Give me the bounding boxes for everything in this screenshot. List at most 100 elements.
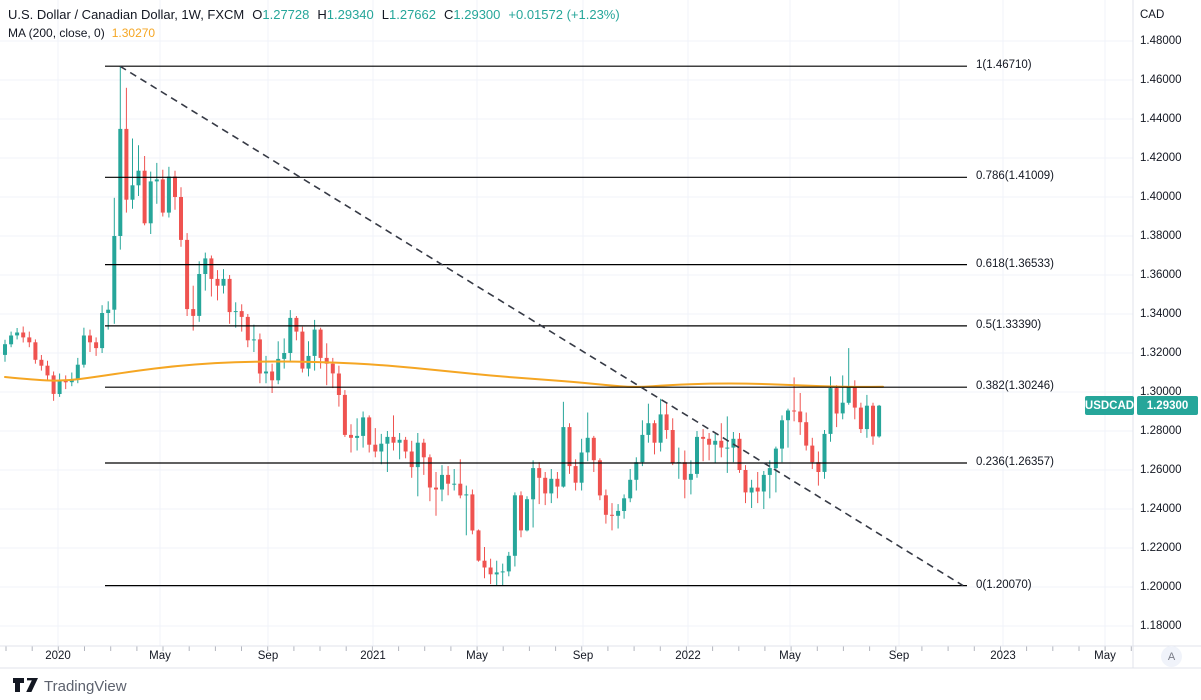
candle [470, 489, 475, 535]
candle [792, 377, 797, 422]
candle [203, 252, 208, 291]
time-label-month: May [779, 650, 801, 662]
candle [81, 327, 86, 368]
time-label-year: 2022 [675, 650, 701, 662]
price-tick-label: 1.18000 [1140, 620, 1182, 632]
candle [537, 462, 542, 505]
price-tick-label: 1.26000 [1140, 464, 1182, 476]
time-label-month: May [466, 650, 488, 662]
candle [154, 162, 159, 204]
tradingview-logo-icon[interactable] [13, 677, 39, 695]
candle [780, 415, 784, 463]
candle [440, 465, 444, 502]
candle [858, 402, 863, 433]
price-tick-label: 1.38000 [1140, 230, 1182, 242]
candle [488, 558, 493, 585]
tradingview-brand-text[interactable]: TradingView [44, 678, 127, 695]
candle [707, 433, 712, 461]
candle [245, 314, 250, 348]
candle [525, 496, 529, 532]
candle [239, 304, 244, 332]
month-ticks [5, 646, 1132, 651]
candle [51, 371, 56, 401]
candle [9, 331, 14, 348]
candle [652, 420, 657, 455]
candle [731, 432, 736, 463]
candle [173, 170, 177, 210]
close-value: 1.29300 [453, 7, 501, 22]
time-label-year: 2021 [360, 650, 386, 662]
ma200-line[interactable] [4, 360, 884, 388]
candle [682, 450, 687, 499]
candle [640, 420, 645, 467]
time-label-month: May [149, 650, 171, 662]
price-tick-label: 1.36000 [1140, 269, 1182, 281]
time-label-month: Sep [257, 650, 279, 662]
candle [573, 459, 578, 491]
candle [446, 466, 451, 496]
candles-layer [3, 66, 882, 586]
candle [197, 261, 202, 322]
price-tick-label: 1.34000 [1140, 308, 1182, 320]
candle [840, 375, 845, 420]
candle [670, 418, 675, 466]
candle [877, 404, 882, 438]
price-tick-label: 1.32000 [1140, 347, 1182, 359]
candle [415, 433, 420, 497]
candle [427, 454, 432, 502]
candle [622, 494, 627, 519]
candle [403, 436, 408, 459]
candle [57, 373, 62, 397]
candle [512, 492, 517, 567]
ma-value: 1.30270 [111, 26, 156, 40]
candle [391, 415, 396, 451]
symbol-title: U.S. Dollar / Canadian Dollar, 1W, FXCM [8, 7, 245, 22]
chart-legend[interactable]: U.S. Dollar / Canadian Dollar, 1W, FXCM O… [8, 6, 620, 23]
candle [816, 451, 821, 486]
candle [494, 560, 499, 586]
candle [379, 433, 384, 465]
symbol-badge-text: USDCAD [1084, 399, 1135, 412]
candle [834, 385, 839, 428]
candle [846, 348, 851, 405]
symbol-badge[interactable]: USDCAD [1084, 396, 1135, 416]
candle [227, 275, 232, 324]
price-tick-label: 1.44000 [1140, 113, 1182, 125]
candle [264, 355, 268, 384]
candle [148, 171, 153, 234]
close-label: C [444, 7, 454, 22]
candle [367, 415, 372, 453]
candle [209, 255, 214, 297]
ma-legend[interactable]: MA (200, close, 0) 1.30270 [8, 25, 155, 41]
candle [810, 437, 815, 469]
fib-retracement[interactable] [105, 65, 967, 587]
grid-horizontal [0, 40, 1133, 627]
candle [864, 394, 869, 438]
candle [166, 166, 171, 218]
candle [506, 551, 511, 577]
candle [482, 547, 487, 579]
low-label: L [381, 7, 389, 22]
candle [786, 408, 790, 448]
candle [519, 491, 523, 538]
candle [719, 423, 724, 458]
candle [464, 485, 469, 536]
candle [664, 403, 669, 439]
trendline[interactable] [119, 65, 964, 587]
candle [646, 403, 651, 443]
candle [39, 355, 44, 371]
auto-scale-button[interactable]: A [1161, 646, 1182, 667]
candle [767, 460, 772, 499]
candle [185, 233, 190, 316]
candle [701, 429, 706, 462]
candle [124, 87, 129, 213]
high-label: H [317, 7, 327, 22]
price-tick-label: 1.48000 [1140, 35, 1182, 47]
candle [610, 503, 614, 531]
candle [324, 343, 329, 386]
candle [688, 460, 693, 495]
candle [500, 563, 505, 585]
candle [300, 326, 305, 373]
candle [871, 402, 875, 445]
